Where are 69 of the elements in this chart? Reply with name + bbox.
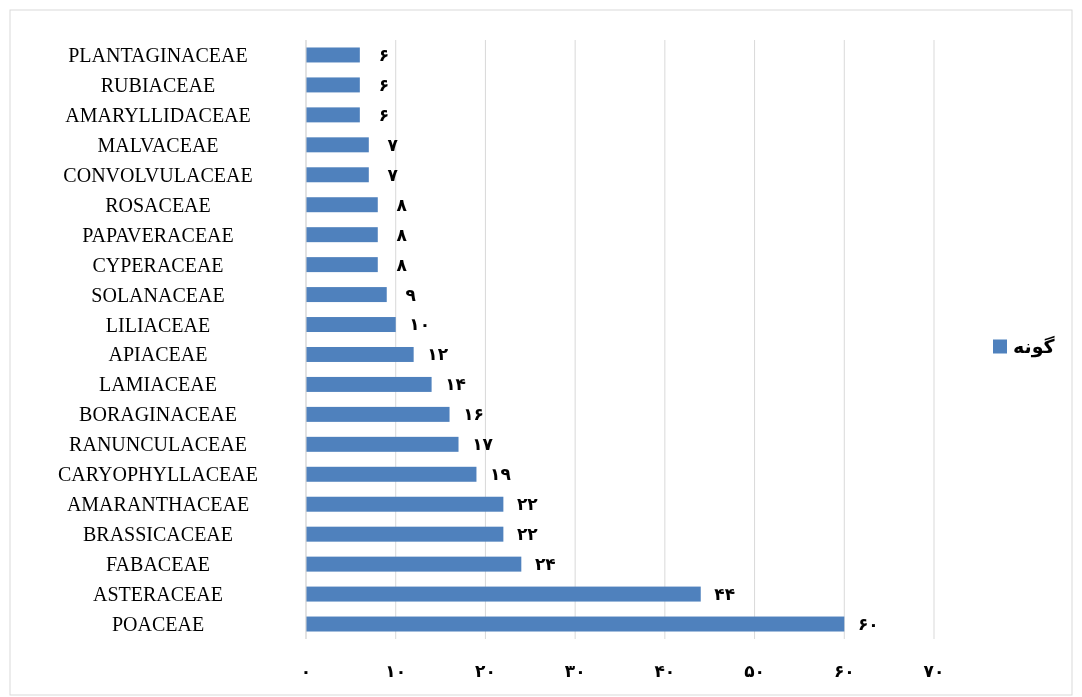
bar (306, 436, 459, 452)
bar (306, 346, 414, 362)
data-label: ۲۲ (516, 524, 539, 545)
bar (306, 197, 378, 213)
y-tick-label: LAMIACEAE (99, 373, 217, 396)
bar (306, 406, 450, 422)
data-label: ۸ (396, 224, 408, 245)
legend-label: گونه (1013, 335, 1056, 359)
y-tick-label: BORAGINACEAE (79, 403, 237, 426)
data-label: ۶ (378, 44, 390, 65)
data-label: ۱۴ (445, 374, 466, 395)
x-tick-label: ۰ (300, 661, 312, 681)
data-label: ۱۹ (490, 464, 512, 485)
data-label: ۶ (378, 74, 390, 95)
y-tick-label: CYPERACEAE (92, 253, 224, 276)
y-tick-label: PAPAVERACEAE (82, 223, 234, 246)
bar (306, 556, 522, 572)
bar (306, 77, 360, 93)
y-tick-label: SOLANACEAE (91, 283, 225, 306)
bar (306, 376, 432, 392)
data-label: ۴۴ (714, 584, 736, 605)
data-label: ۱۰ (409, 314, 431, 335)
data-label: ۹ (405, 284, 417, 305)
data-label: ۶ (378, 104, 390, 125)
bar (306, 227, 378, 243)
x-tick-label: ۷۰ (923, 661, 945, 681)
y-tick-label: ASTERACEAE (93, 583, 223, 606)
data-label: ۸ (396, 194, 408, 215)
bar (306, 257, 378, 273)
data-label: ۷ (387, 134, 399, 155)
y-tick-label: ROSACEAE (105, 193, 211, 216)
y-tick-label: PLANTAGINACEAE (68, 43, 248, 66)
bar (306, 496, 504, 512)
data-label: ۱۶ (463, 404, 484, 425)
bar (306, 137, 369, 153)
bar (306, 287, 387, 303)
data-label: ۲۴ (534, 554, 556, 575)
bar (306, 107, 360, 123)
bar (306, 317, 396, 333)
y-tick-label: AMARYLLIDACEAE (65, 103, 251, 126)
data-label: ۲۲ (516, 494, 539, 515)
bar (306, 616, 845, 632)
bar (306, 47, 360, 63)
x-tick-label: ۶۰ (833, 661, 855, 681)
y-tick-label: RANUNCULACEAE (69, 433, 247, 456)
x-tick-label: ۱۰ (385, 661, 407, 681)
x-tick-label: ۳۰ (564, 661, 586, 681)
y-tick-label: APIACEAE (108, 343, 208, 366)
x-tick-label: ۵۰ (744, 661, 765, 681)
data-label: ۱۲ (427, 344, 449, 365)
y-tick-label: BRASSICACEAE (82, 523, 234, 546)
y-tick-label: CARYOPHYLLACEAE (57, 463, 259, 486)
y-tick-label: RUBIACEAE (100, 73, 216, 96)
y-tick-label: CONVOLVULACEAE (63, 163, 253, 186)
bar (306, 167, 369, 183)
data-label: ۸ (396, 254, 408, 275)
data-label: ۷ (387, 164, 399, 185)
y-tick-label: LILIACEAE (105, 313, 211, 336)
y-tick-label: MALVACEAE (97, 133, 219, 156)
y-tick-label: AMARANTHACEAE (66, 493, 250, 516)
y-tick-label: POACEAE (111, 613, 205, 636)
bar (306, 466, 477, 482)
data-label: ۱۷ (472, 434, 494, 455)
data-label: ۶۰ (857, 613, 879, 634)
y-tick-label: FABACEAE (105, 553, 211, 576)
bar (306, 586, 701, 602)
x-tick-label: ۴۰ (654, 661, 676, 681)
bar (306, 526, 504, 542)
x-tick-label: ۲۰ (475, 661, 496, 681)
